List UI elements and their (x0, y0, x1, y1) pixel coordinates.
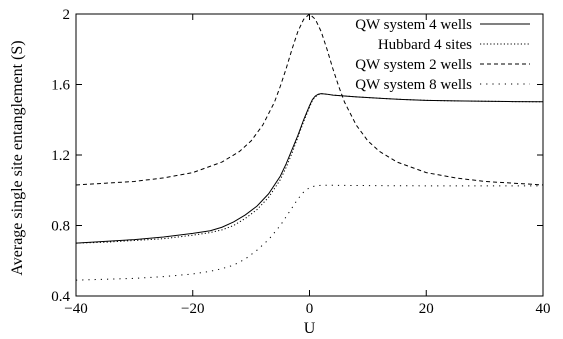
legend-label: QW system 4 wells (355, 17, 472, 33)
ticks-layer: −40 −20 0 20 40 0.4 0.8 1.2 1.6 2 (51, 7, 550, 317)
y-tick-label: 0.4 (51, 289, 70, 305)
legend-label: QW system 2 wells (355, 57, 472, 73)
series-line-2 (75, 93, 544, 244)
x-tick-label: −20 (181, 301, 204, 317)
series-layer (75, 13, 544, 281)
y-tick-label: 0.8 (51, 219, 70, 235)
x-axis-label: U (304, 320, 316, 337)
legend-label: QW system 8 wells (355, 77, 472, 93)
y-tick-label: 1.6 (51, 78, 70, 94)
plot-frame (75, 13, 544, 297)
legend: QW system 4 wells Hubbard 4 sites QW syste… (355, 17, 530, 93)
x-tick-label: 20 (419, 301, 434, 317)
x-tick-label: −40 (64, 301, 87, 317)
legend-label: Hubbard 4 sites (378, 37, 472, 53)
series-line-1 (75, 93, 544, 244)
x-tick-label: 40 (536, 301, 551, 317)
y-tick-label: 2 (63, 7, 71, 23)
y-tick-label: 1.2 (51, 148, 70, 164)
series-line-4 (75, 184, 543, 281)
series-line-3 (75, 13, 544, 186)
x-tick-label: 0 (306, 301, 314, 317)
y-axis-label: Average single site entanglement (S) (9, 40, 26, 275)
